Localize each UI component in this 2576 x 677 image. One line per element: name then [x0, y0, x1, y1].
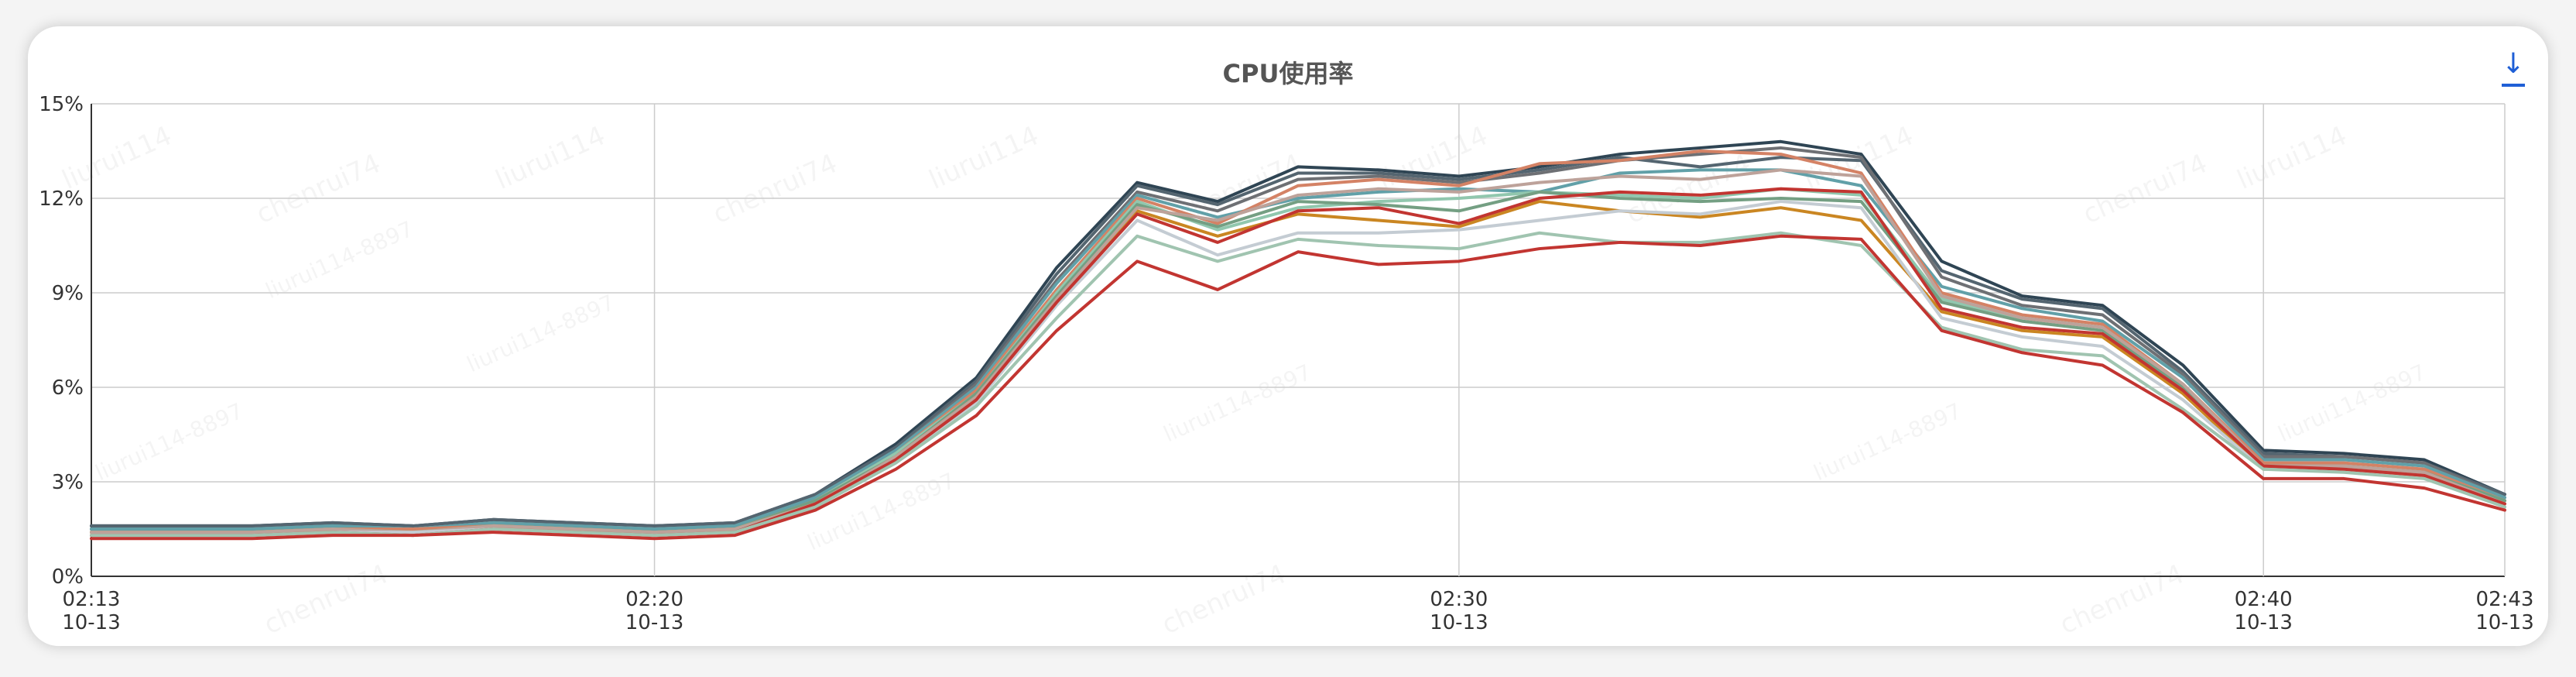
x-tick-label-time: 02:20: [625, 588, 683, 611]
x-tick-label-time: 02:40: [2235, 588, 2293, 611]
series-line-12: [90, 231, 2506, 538]
y-tick-label: 15%: [39, 93, 84, 116]
series-line-2: [90, 156, 2506, 528]
download-icon: ↓: [2501, 48, 2526, 80]
x-tick-label-time: 02:30: [1430, 588, 1488, 611]
x-tick-label-date: 10-13: [2234, 611, 2293, 634]
series-line-9: [90, 168, 2506, 534]
x-tick-label-time: 02:43: [2476, 588, 2534, 611]
y-tick-label: 3%: [52, 471, 84, 494]
y-tick-label: 0%: [52, 565, 84, 589]
x-tick-label-date: 10-13: [2475, 611, 2534, 634]
x-tick-label-date: 10-13: [1430, 611, 1488, 634]
x-tick-label-date: 10-13: [625, 611, 684, 634]
series-line-13: [90, 234, 2506, 541]
series-line-4: [90, 168, 2506, 531]
download-icon-underline: [2502, 84, 2525, 87]
y-tick-label: 6%: [52, 376, 84, 400]
cpu-line-chart: 0%3%6%9%12%15%02:1310-1302:2010-1302:301…: [39, 93, 2534, 634]
chart-panel: liurui114 chenrui74 liurui114-8897 liuru…: [28, 26, 2548, 646]
download-button[interactable]: ↓: [2486, 48, 2540, 95]
x-tick-label-date: 10-13: [62, 611, 121, 634]
y-tick-label: 9%: [52, 282, 84, 305]
chart-title: CPU使用率: [1222, 59, 1354, 88]
x-tick-label-time: 02:13: [63, 588, 121, 611]
y-tick-label: 12%: [39, 187, 84, 211]
